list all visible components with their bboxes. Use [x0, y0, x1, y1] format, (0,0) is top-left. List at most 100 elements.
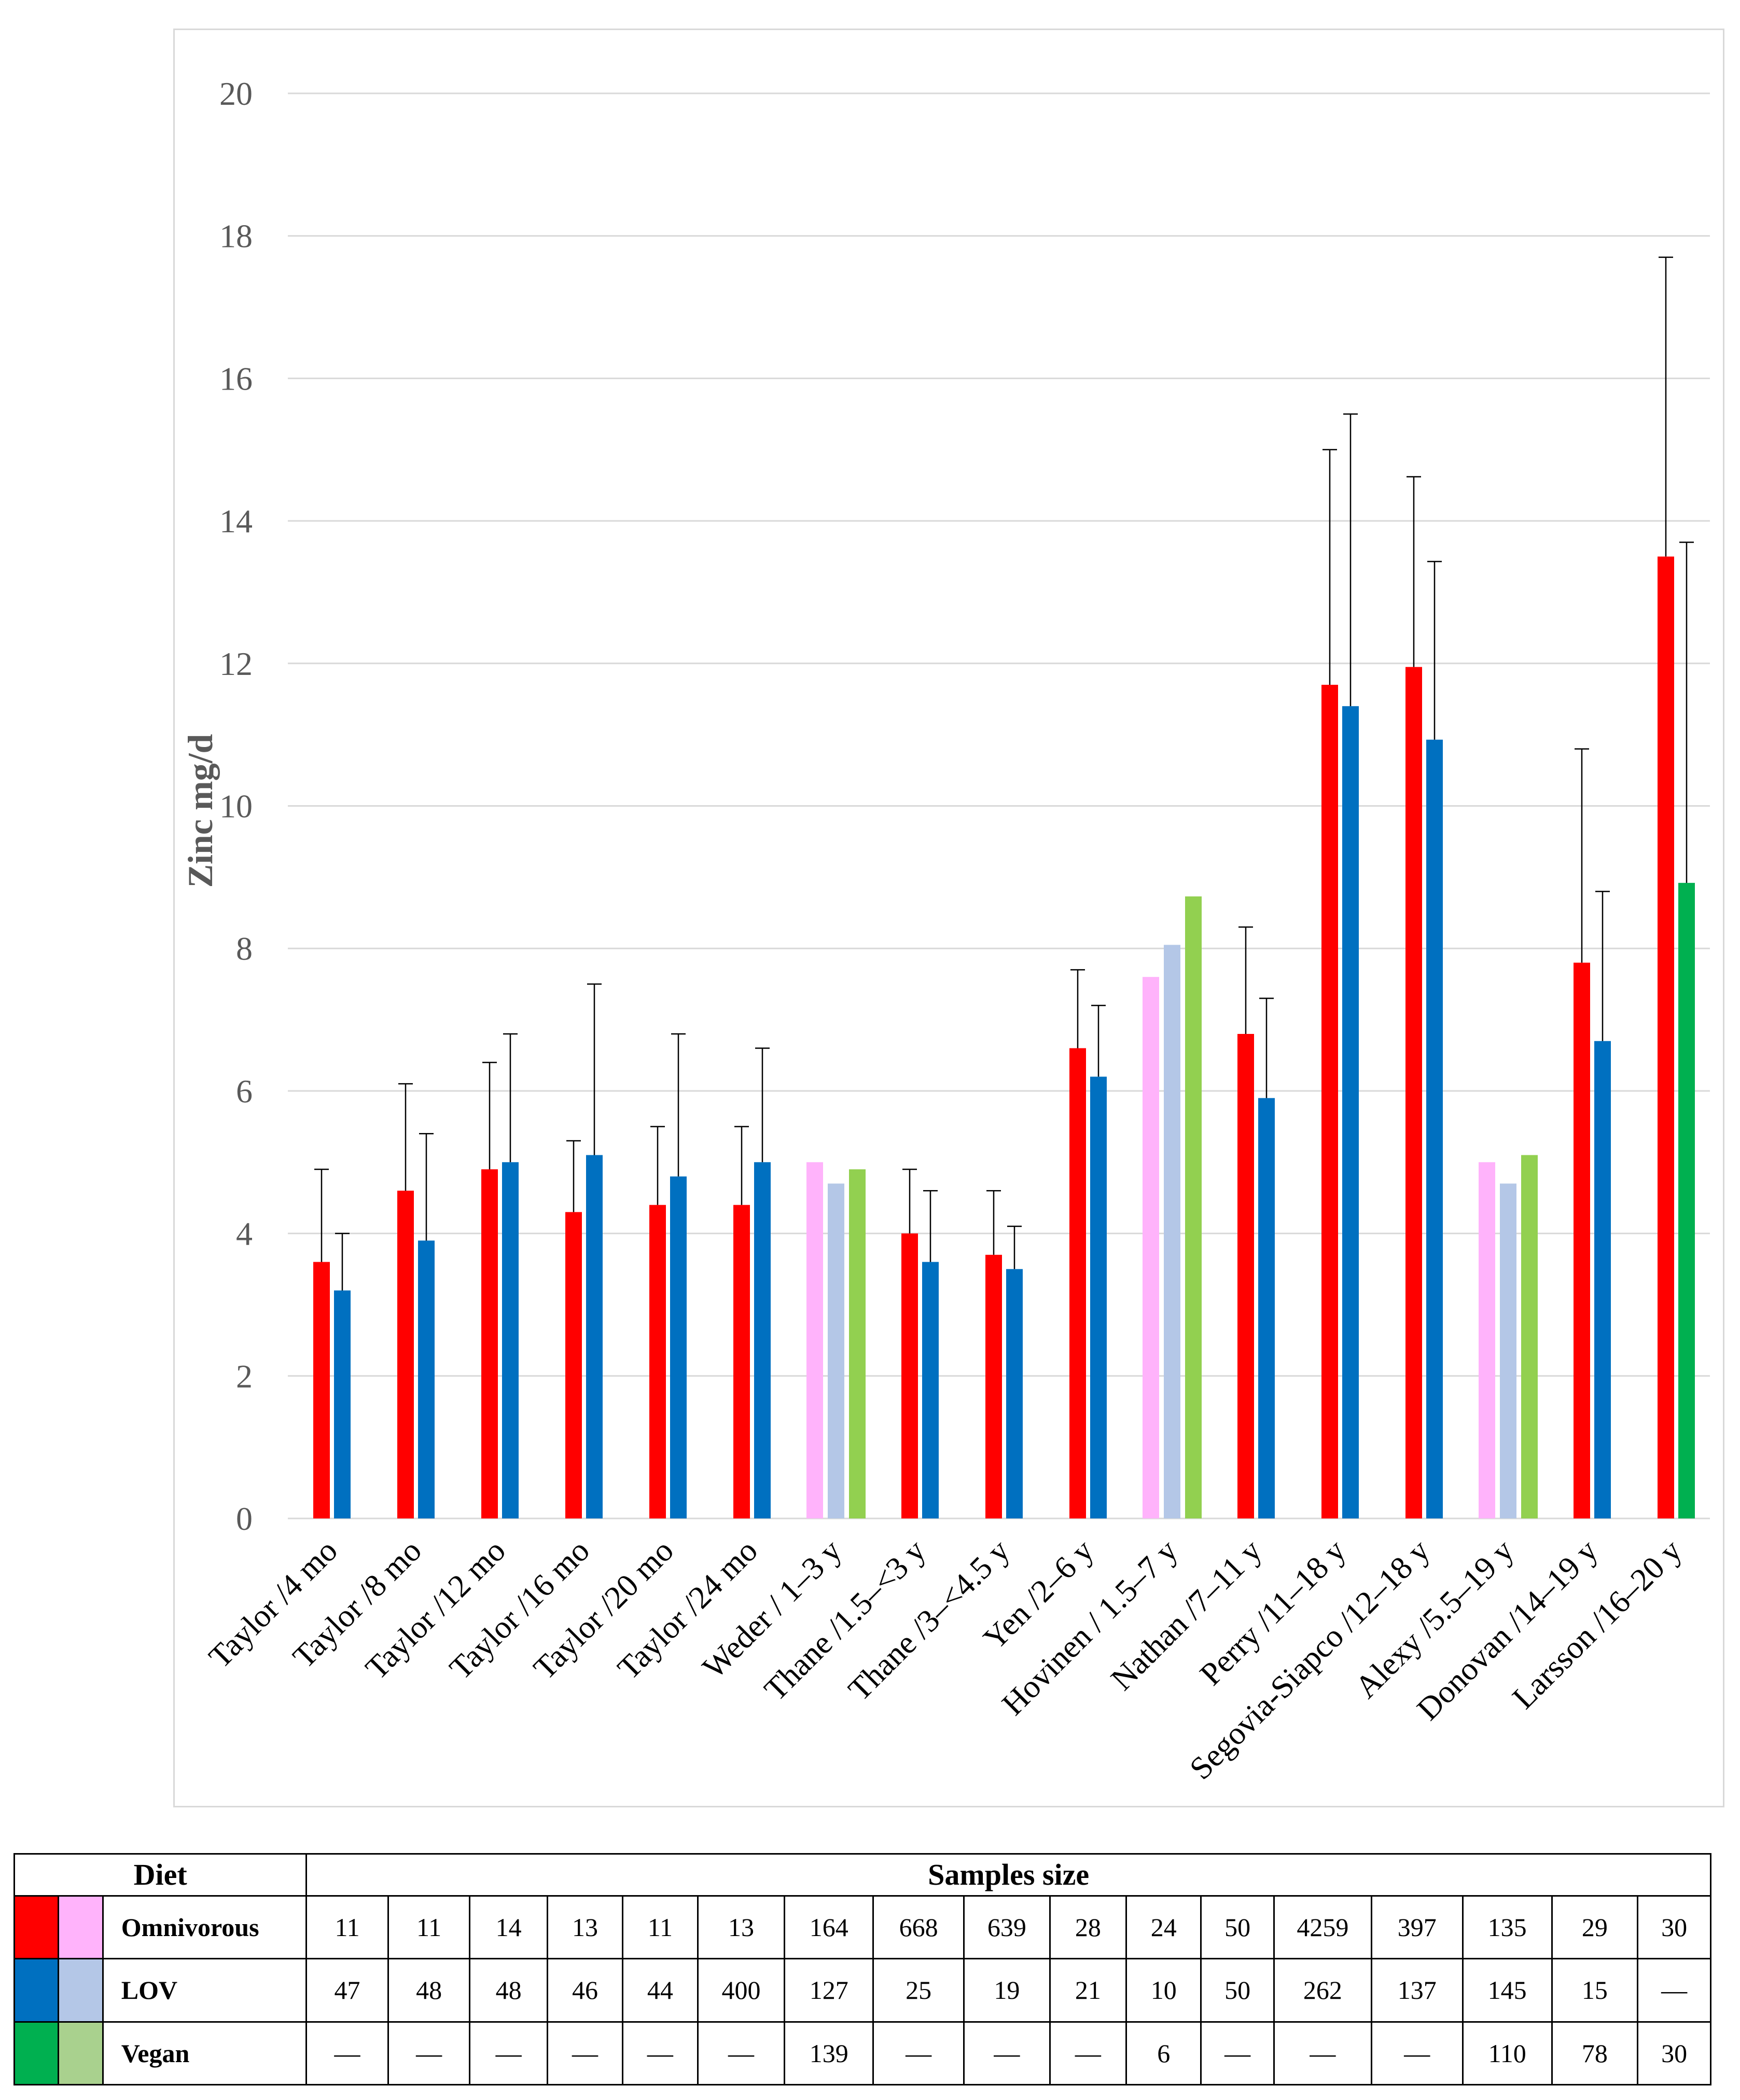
bar-omnivorous [397, 1191, 414, 1518]
sample-size-cell: 11 [387, 1895, 471, 1960]
sample-size-cell: 47 [305, 1958, 389, 2023]
sample-size-cell: 46 [546, 1958, 624, 2023]
sample-size-cell: 13 [697, 1895, 786, 1960]
y-axis-label: Zinc mg/d [180, 734, 220, 888]
bar-omnivorous [649, 1205, 666, 1518]
diet-header: Diet [13, 1853, 308, 1897]
sample-size-cell: — [1049, 2021, 1127, 2086]
sample-size-cell: 30 [1637, 2021, 1711, 2086]
sample-size-cell: 50 [1200, 1895, 1275, 1960]
table-row-lov: LOV 47 48 48 46 44 400 127 25 19 21 10 50 262 137 145 1… [13, 1958, 1711, 2023]
omnivorous-swatch [13, 1895, 60, 1960]
y-tick-label: 4 [236, 1215, 253, 1252]
sample-size-cell: 78 [1551, 2021, 1639, 2086]
sample-size-cell: — [1200, 2021, 1275, 2086]
y-tick-label: 16 [219, 360, 253, 397]
bar-lov [418, 1240, 435, 1518]
sample-size-cell: 135 [1461, 1895, 1553, 1960]
bar-omnivorous [1237, 1034, 1254, 1518]
bar-lov [1500, 1183, 1516, 1518]
table-row-vegan: Vegan — — — — — —139— — —6— — —110 78 30 [13, 2021, 1711, 2086]
y-tick-label: 10 [219, 788, 253, 825]
sample-size-cell: 21 [1049, 1958, 1127, 2023]
sample-size-cell: 13 [546, 1895, 624, 1960]
bar-omnivorous [1143, 977, 1159, 1518]
x-tick-label: Nathan /7–11 y [1104, 1533, 1269, 1697]
bar-omnivorous [1479, 1162, 1495, 1518]
bar-omnivorous [313, 1262, 330, 1518]
y-tick-label: 14 [219, 503, 253, 540]
bar-omnivorous [1658, 556, 1674, 1518]
sample-size-cell: 11 [622, 1895, 699, 1960]
bar-omnivorous [901, 1233, 918, 1518]
diet-label-lov: LOV [102, 1958, 308, 2023]
sample-size-cell: 30 [1637, 1895, 1711, 1960]
x-tick-label: Perry /11–18 y [1193, 1533, 1353, 1692]
sample-size-cell: 127 [784, 1958, 874, 2023]
bar-omnivorous [1069, 1048, 1086, 1518]
bar-vegan [849, 1169, 866, 1518]
bar-lov [502, 1162, 519, 1518]
sample-size-cell: 29 [1551, 1895, 1639, 1960]
sample-size-cell: 48 [469, 1958, 548, 2023]
sample-size-cell: — [1370, 2021, 1464, 2086]
sample-size-cell: — [963, 2021, 1051, 2086]
bar-lov [922, 1262, 939, 1518]
bar-lov [670, 1176, 687, 1518]
vegan-swatch [13, 2021, 60, 2086]
sample-size-cell: 164 [784, 1895, 874, 1960]
y-tick-label: 6 [236, 1073, 253, 1110]
bar-lov [754, 1162, 771, 1518]
bar-omnivorous [1405, 667, 1422, 1518]
bar-lov [1090, 1076, 1107, 1518]
sample-size-cell: 44 [622, 1958, 699, 2023]
bar-omnivorous [806, 1162, 823, 1518]
sample-size-cell: 11 [305, 1895, 389, 1960]
y-tick-label: 18 [219, 218, 253, 255]
bar-omnivorous [481, 1169, 498, 1518]
y-tick-label: 12 [219, 645, 253, 682]
bar-layer [313, 256, 1695, 1518]
y-tick-label: 20 [219, 75, 253, 112]
sample-size-cell: — [872, 2021, 965, 2086]
sample-size-cell: — [387, 2021, 471, 2086]
bar-vegan [1185, 896, 1202, 1518]
sample-size-cell: — [305, 2021, 389, 2086]
bar-omnivorous [733, 1205, 750, 1518]
sample-size-cell: 15 [1551, 1958, 1639, 2023]
diet-label-vegan: Vegan [102, 2021, 308, 2086]
sample-size-cell: — [546, 2021, 624, 2086]
bar-vegan [1678, 882, 1695, 1518]
sample-size-cell: 25 [872, 1958, 965, 2023]
bar-lov [586, 1155, 603, 1518]
sample-size-cell: 262 [1273, 1958, 1372, 2023]
bar-omnivorous [985, 1254, 1002, 1518]
sample-size-cell: 145 [1461, 1958, 1553, 2023]
vegan-pale-swatch [58, 2021, 104, 2086]
sample-size-cell: — [1637, 1958, 1711, 2023]
lov-pale-swatch [58, 1958, 104, 2023]
bar-omnivorous [1574, 962, 1590, 1518]
sample-size-cell: 668 [872, 1895, 965, 1960]
lov-swatch [13, 1958, 60, 2023]
sample-size-cell: 397 [1370, 1895, 1464, 1960]
sample-size-cell: 110 [1461, 2021, 1553, 2086]
bar-omnivorous [565, 1212, 582, 1518]
sample-size-cell: — [622, 2021, 699, 2086]
samples-size-header: Samples size [305, 1853, 1711, 1897]
bar-lov [1006, 1269, 1023, 1518]
table-row-omnivorous: Omnivorous 11 11 14 13 11 13 164 668 639 28 24 50 42… [13, 1895, 1711, 1960]
sample-size-cell: 6 [1125, 2021, 1202, 2086]
bar-lov [1594, 1041, 1611, 1518]
bar-omnivorous [1321, 685, 1338, 1518]
sample-size-cell: 10 [1125, 1958, 1202, 2023]
samples-size-table: Diet Samples size Omnivorous 11 11 14 13 11 1… [13, 1853, 1711, 2086]
sample-size-cell: 19 [963, 1958, 1051, 2023]
sample-size-cell: 400 [697, 1958, 786, 2023]
bar-lov [334, 1290, 351, 1518]
sample-size-cell: 14 [469, 1895, 548, 1960]
bar-lov [1426, 739, 1443, 1518]
bar-lov [1342, 706, 1359, 1518]
